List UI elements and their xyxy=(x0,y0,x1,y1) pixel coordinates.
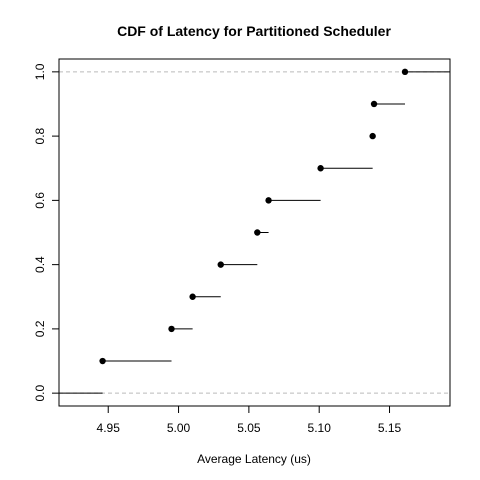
y-tick-label: 0.8 xyxy=(33,127,47,144)
x-tick-label: 5.10 xyxy=(308,421,332,435)
x-tick-label: 5.00 xyxy=(167,421,191,435)
x-axis-label: Average Latency (us) xyxy=(197,452,311,466)
y-tick-label: 0.4 xyxy=(33,256,47,273)
data-point xyxy=(168,325,175,333)
data-point xyxy=(401,68,409,76)
data-point xyxy=(217,261,224,268)
data-point xyxy=(369,132,376,140)
data-point xyxy=(317,165,324,172)
plot-frame xyxy=(58,58,451,407)
y-axis: 0.0 0.2 0.4 0.6 0.8 1.0 xyxy=(33,63,59,401)
y-tick-label: 1.0 xyxy=(33,63,47,80)
x-tick-label: 4.95 xyxy=(97,421,121,435)
data-points xyxy=(99,68,409,365)
y-tick-label: 0.6 xyxy=(33,192,47,209)
step-segments xyxy=(59,71,450,394)
x-tick-label: 5.05 xyxy=(237,421,261,435)
x-axis: 4.95 5.00 5.05 5.10 5.15 xyxy=(97,406,402,435)
chart-title: CDF of Latency for Partitioned Scheduler xyxy=(117,23,391,39)
data-point xyxy=(265,197,272,204)
y-tick-label: 0.0 xyxy=(33,384,47,401)
data-point xyxy=(370,100,378,108)
data-point xyxy=(254,229,261,236)
x-tick-label: 5.15 xyxy=(378,421,402,435)
y-tick-label: 0.2 xyxy=(33,320,47,337)
data-point xyxy=(189,293,196,300)
data-point xyxy=(99,357,106,365)
reference-lines xyxy=(59,71,450,394)
